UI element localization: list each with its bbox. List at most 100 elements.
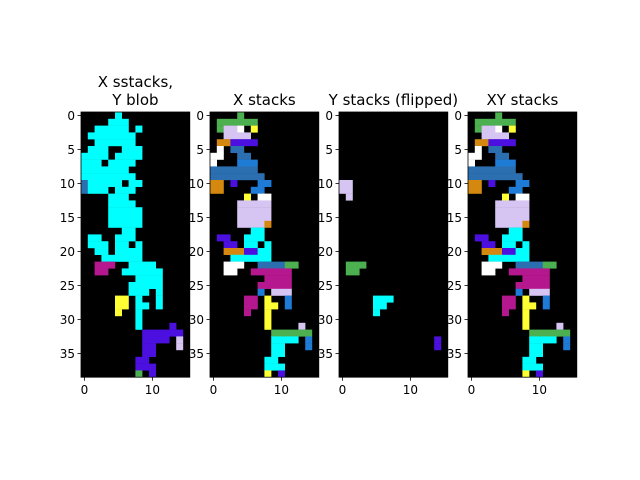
panel-3-cell-8 xyxy=(488,139,516,147)
panel-3-ytick-label-2: 10 xyxy=(447,177,462,191)
panel-3-cell-60 xyxy=(529,336,557,344)
panel-1-cell-21 xyxy=(250,186,265,194)
panel-0-cell-20 xyxy=(108,193,129,201)
panel-2-cell-4 xyxy=(345,261,367,269)
panel-2-image-background xyxy=(339,112,448,378)
panel-1-cell-5 xyxy=(250,125,258,133)
panel-3-cell-27 xyxy=(495,220,523,228)
panel-0-ytick-label-1: 5 xyxy=(67,143,75,157)
panel-1-cell-51 xyxy=(244,302,258,310)
panel-3-cell-66 xyxy=(522,363,543,371)
panel-3-ytick-label-4: 20 xyxy=(447,245,462,259)
panel-3-cell-20 xyxy=(468,186,482,194)
panel-3-cell-33 xyxy=(502,241,516,249)
panel-3-cell-59 xyxy=(529,329,571,337)
panel-1-cell-58 xyxy=(298,322,306,330)
panel-1-cell-32 xyxy=(223,241,238,249)
panel-3-cell-3 xyxy=(481,125,496,133)
panel-0-cell-54 xyxy=(142,336,170,344)
panel-1-cell-14 xyxy=(237,159,258,167)
panel-1-cell-13 xyxy=(210,159,217,167)
panel-0-cell-32 xyxy=(115,248,143,255)
panel-0: X sstacks, Y blob 0 5 10 15 20 25 30 35 0 10 xyxy=(60,73,191,397)
panel-3: XY stacks 0 5 10 15 20 25 30 35 0 10 xyxy=(447,91,578,397)
panel-0-cell-5 xyxy=(94,139,136,147)
panel-3-cell-41 xyxy=(542,261,557,269)
panel-2-cell-9 xyxy=(434,336,442,344)
panel-0-ytick-label-4: 20 xyxy=(60,245,75,259)
panel-0-cell-22 xyxy=(108,207,143,215)
panel-3-cell-48 xyxy=(502,295,516,303)
panel-3-cell-14 xyxy=(495,159,516,167)
panel-1-cell-35 xyxy=(223,248,245,255)
panel-1-cell-44 xyxy=(264,275,292,283)
panel-3-title-line-0: XY stacks xyxy=(486,91,558,109)
panel-1-cell-6 xyxy=(223,132,251,140)
panel-3-cell-28 xyxy=(522,220,530,228)
panel-2-xtick-label-1: 10 xyxy=(403,383,418,397)
panel-0-ytick-label-7: 35 xyxy=(60,347,75,361)
panel-1-cell-7 xyxy=(216,139,231,147)
panel-0-cell-50 xyxy=(135,316,143,323)
panel-3-cell-52 xyxy=(522,302,537,310)
panel-1-cell-12 xyxy=(237,152,251,160)
panel-2-cell-3 xyxy=(345,193,353,201)
panel-1-cell-37 xyxy=(257,248,272,255)
panel-0-xtick-label-1: 10 xyxy=(145,383,160,397)
panel-3-cell-62 xyxy=(529,343,543,351)
panel-1-cell-33 xyxy=(244,241,258,249)
panel-0-cell-56 xyxy=(142,343,156,351)
panel-1-cell-22 xyxy=(244,193,251,201)
panel-2-cell-8 xyxy=(373,309,380,317)
panel-2-cell-2 xyxy=(345,186,353,194)
panel-3-ytick-label-7: 35 xyxy=(447,347,462,361)
panel-0-cell-12 xyxy=(81,166,129,174)
panel-0-cell-6 xyxy=(87,146,109,153)
panel-3-cell-55 xyxy=(522,309,530,317)
panel-3-cell-18 xyxy=(488,180,496,187)
panel-0-cell-29 xyxy=(115,241,129,249)
panel-3-cell-2 xyxy=(474,125,482,133)
panel-0-cell-28 xyxy=(87,241,109,249)
panel-3-cell-4 xyxy=(495,125,503,133)
panel-2-ytick-label-0: 0 xyxy=(325,109,333,123)
panel-1-ytick-label-5: 25 xyxy=(189,279,204,293)
panel-0-cell-25 xyxy=(121,227,136,235)
panel-0-cell-51 xyxy=(135,322,143,330)
panel-0-cell-2 xyxy=(94,125,129,133)
panel-3-cell-39 xyxy=(481,261,503,269)
panel-0-cell-26 xyxy=(87,234,102,242)
panel-2-ytick-label-3: 15 xyxy=(318,211,333,225)
panel-3-cell-7 xyxy=(474,139,489,147)
panel-1-cell-43 xyxy=(250,268,292,276)
panel-0-cell-27 xyxy=(115,234,136,242)
panel-0-cell-4 xyxy=(87,132,136,140)
panel-3-ytick-label-3: 15 xyxy=(447,211,462,225)
panel-2-frame xyxy=(338,111,449,378)
panel-1-cell-28 xyxy=(264,220,272,228)
panel-2-title: Y stacks (flipped) xyxy=(328,91,458,109)
panel-0-cell-24 xyxy=(108,220,143,228)
panel-1-cell-20 xyxy=(210,186,224,194)
panel-3-cell-43 xyxy=(508,268,550,276)
panel-1-cell-2 xyxy=(216,125,224,133)
panel-0-ytick-label-3: 15 xyxy=(60,211,75,225)
panel-3-cell-63 xyxy=(563,343,571,351)
panel-0-cell-61 xyxy=(135,370,143,378)
panel-0-cell-41 xyxy=(155,288,163,296)
panel-2-ytick-label-6: 30 xyxy=(318,313,333,327)
panel-1-cell-41 xyxy=(284,261,299,269)
panel-2-ytick-label-4: 20 xyxy=(318,245,333,259)
panel-1-cell-49 xyxy=(264,295,272,303)
panel-3-title: XY stacks xyxy=(486,91,558,109)
panel-3-ytick-label-6: 30 xyxy=(447,313,462,327)
panel-1-ytick-label-4: 20 xyxy=(189,245,204,259)
panel-0-cell-34 xyxy=(94,261,116,269)
panel-0-cell-35 xyxy=(128,261,156,269)
panel-3-cell-9 xyxy=(474,146,482,153)
panel-1-frame xyxy=(209,111,320,378)
panel-0-cell-3 xyxy=(135,125,143,133)
panel-0-cell-19 xyxy=(115,186,136,194)
